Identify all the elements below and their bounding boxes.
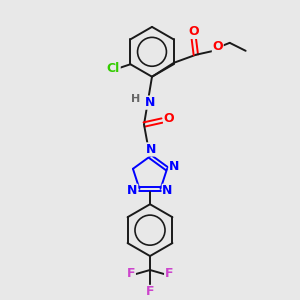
Text: H: H — [131, 94, 141, 103]
Text: N: N — [162, 184, 173, 197]
Text: N: N — [146, 143, 156, 156]
Text: F: F — [127, 268, 135, 281]
Text: F: F — [165, 268, 173, 281]
Text: N: N — [145, 96, 155, 109]
Text: O: O — [212, 40, 223, 53]
Text: N: N — [127, 184, 138, 197]
Text: N: N — [169, 160, 179, 173]
Text: O: O — [164, 112, 174, 125]
Text: Cl: Cl — [107, 62, 120, 75]
Text: F: F — [146, 285, 154, 298]
Text: O: O — [188, 26, 199, 38]
